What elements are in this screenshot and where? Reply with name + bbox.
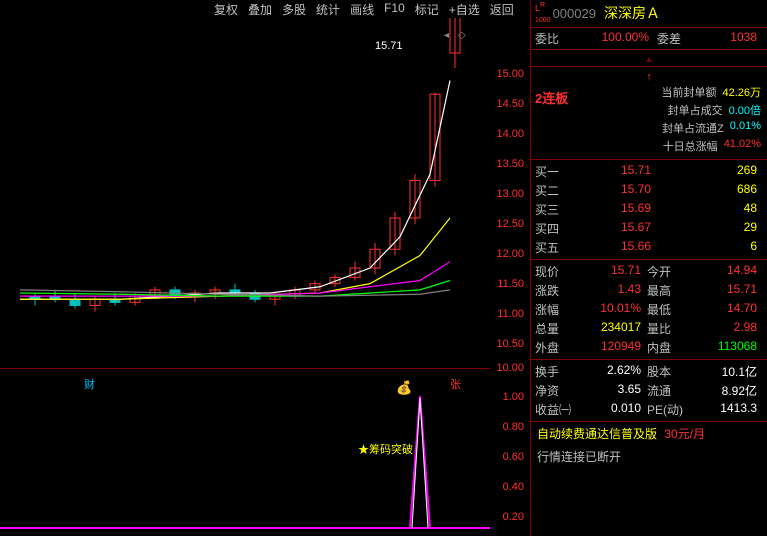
toolbar-biaoji[interactable]: 标记: [411, 0, 443, 18]
indicator-chart[interactable]: ★筹码突破 💰: [0, 378, 530, 533]
fundamental-row: 收益㈠0.010PE(动)1413.3: [531, 400, 767, 419]
stock-code: 000029: [553, 6, 596, 21]
price-tick: 13.00: [496, 188, 524, 200]
fundamental-section: 换手2.62%股本10.1亿净资3.65流通8.92亿收益㈠0.010PE(动)…: [531, 360, 767, 422]
indicator-tick: 1.00: [503, 391, 524, 403]
bid-row[interactable]: 买五15.666: [531, 238, 767, 257]
quote-row: 总量234017量比2.98: [531, 319, 767, 338]
subscription-message[interactable]: 自动续费通达信普及版 30元/月: [531, 422, 767, 445]
price-tick: 10.50: [496, 338, 524, 350]
toolbar-duogu[interactable]: 多股: [278, 0, 310, 18]
weibi-label: 委比: [535, 30, 571, 47]
price-tick: 12.50: [496, 218, 524, 230]
seal-row: 当前封单额42.26万: [537, 83, 761, 101]
indicator-y-axis: 1.00 0.80 0.60 0.40 0.20: [490, 378, 528, 533]
bid-row[interactable]: 买四15.6729: [531, 219, 767, 238]
price-tick: 11.50: [497, 278, 524, 290]
toolbar-f10[interactable]: F10: [380, 0, 409, 18]
code-prefix: LR1000: [535, 2, 551, 25]
price-tick: 10.00: [496, 362, 524, 374]
indicator-tick: 0.80: [503, 421, 524, 433]
price-y-axis: 15.00 14.50 14.00 13.50 13.00 12.50 12.00 11.50…: [490, 18, 528, 368]
stock-header[interactable]: LR1000 000029 深深房Ａ: [531, 0, 767, 28]
diamond-marker-icon: ◇: [458, 30, 466, 41]
price-tick: 14.00: [496, 128, 524, 140]
chip-breakthrough-label: ★筹码突破: [358, 441, 413, 457]
bid-row[interactable]: 买二15.70686: [531, 181, 767, 200]
weibi-value: 100.00%: [571, 30, 649, 47]
price-tick: 12.00: [496, 248, 524, 260]
last-price-label: 15.71: [375, 40, 403, 52]
price-tick: 13.50: [496, 158, 524, 170]
stock-name: 深深房Ａ: [604, 3, 660, 23]
toolbar-tongji[interactable]: 统计: [312, 0, 344, 18]
collapse-up-icon[interactable]: ▲: [645, 54, 654, 64]
top-toolbar: 复权 叠加 多股 统计 画线 F10 标记 +自选 返回: [210, 0, 518, 18]
quote-row: 现价15.71今开14.94: [531, 262, 767, 281]
candlestick-chart[interactable]: 15.71 ◇ ◂ 财 张: [0, 18, 530, 368]
connection-status: 行情连接已断开: [531, 445, 767, 468]
quote-section: 现价15.71今开14.94涨跌1.43最高15.71涨幅10.01%最低14.…: [531, 260, 767, 360]
price-tick: 11.00: [497, 308, 524, 320]
fundamental-row: 净资3.65流通8.92亿: [531, 381, 767, 400]
toolbar-zixuan[interactable]: +自选: [445, 0, 484, 18]
indicator-tick: 0.20: [503, 511, 524, 523]
price-tick: 15.00: [496, 68, 524, 80]
price-tick: 14.50: [496, 98, 524, 110]
toolbar-huaxian[interactable]: 画线: [346, 0, 378, 18]
quote-row: 涨跌1.43最高15.71: [531, 281, 767, 300]
money-bag-icon: 💰: [396, 380, 412, 396]
bid-row[interactable]: 买一15.71269: [531, 162, 767, 181]
indicator-tick: 0.40: [503, 481, 524, 493]
weicha-label: 委差: [649, 30, 689, 47]
quote-row: 外盘120949内盘113068: [531, 338, 767, 357]
weibi-row: 委比 100.00% 委差 1038: [531, 28, 767, 50]
indicator-tick: 0.60: [503, 451, 524, 463]
seal-row: 封单占流通Z0.01%: [537, 119, 761, 137]
quote-row: 涨幅10.01%最低14.70: [531, 300, 767, 319]
fundamental-row: 换手2.62%股本10.1亿: [531, 362, 767, 381]
seal-section: ↑当前封单额42.26万封单占成交0.00倍封单占流通Z0.01%十日总涨幅41…: [531, 67, 767, 160]
quote-panel: LR1000 000029 深深房Ａ 委比 100.00% 委差 1038 ▲ …: [530, 0, 767, 536]
toolbar-diejia[interactable]: 叠加: [244, 0, 276, 18]
bid-row[interactable]: 买三15.6948: [531, 200, 767, 219]
seal-row: 十日总涨幅41.02%: [537, 137, 761, 155]
bid-section: 买一15.71269买二15.70686买三15.6948买四15.6729买五…: [531, 160, 767, 260]
arrow-left-icon: ◂: [444, 30, 449, 41]
seal-row: 封单占成交0.00倍: [537, 101, 761, 119]
weicha-value: 1038: [689, 30, 763, 47]
toolbar-fuquan[interactable]: 复权: [210, 0, 242, 18]
toolbar-fanhui[interactable]: 返回: [486, 0, 518, 18]
